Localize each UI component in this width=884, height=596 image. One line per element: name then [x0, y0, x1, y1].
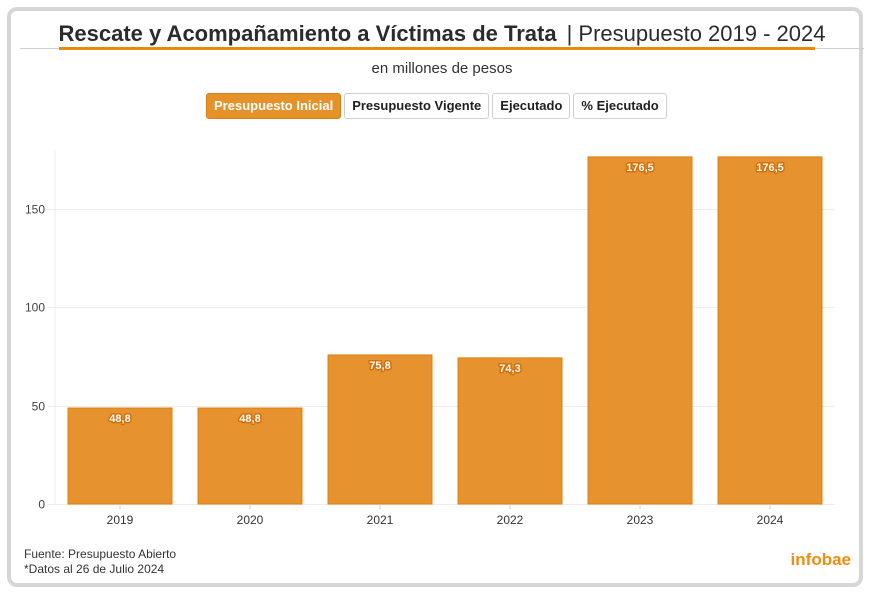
- bar: [197, 407, 303, 505]
- tab-presupuesto-vigente[interactable]: Presupuesto Vigente: [344, 93, 490, 119]
- tab-presupuesto-inicial[interactable]: Presupuesto Inicial: [206, 93, 342, 119]
- y-tick-label: 150: [25, 203, 45, 217]
- x-tick-label: 2020: [237, 513, 264, 527]
- y-tick-label: 100: [25, 301, 45, 315]
- bar: [327, 354, 433, 505]
- x-tick-label: 2022: [497, 513, 524, 527]
- bar: [717, 156, 823, 505]
- tab-ejecutado[interactable]: Ejecutado: [492, 93, 571, 119]
- tab-porcentaje-ejecutado[interactable]: % Ejecutado: [573, 93, 667, 119]
- x-tick-label: 2024: [757, 513, 784, 527]
- metric-tabs: Presupuesto Inicial Presupuesto Vigente …: [206, 93, 667, 119]
- y-tick-label: 0: [38, 498, 45, 512]
- bar-data-label: 75,8: [369, 360, 390, 372]
- bar-chart: 0 50 100 150 48,8 2019 48,8 2020 75,8 2021 74,3 202…: [25, 150, 835, 527]
- x-tick-label: 2019: [107, 513, 134, 527]
- title-main: Rescate y Acompañamiento a Víctimas de T…: [58, 21, 557, 46]
- title-range: | Presupuesto 2019 - 2024: [566, 21, 826, 46]
- bar-data-label: 48,8: [239, 413, 260, 425]
- bar: [457, 357, 563, 505]
- title-underline: [59, 47, 815, 50]
- x-tick-label: 2023: [627, 513, 654, 527]
- date-note: *Datos al 26 de Julio 2024: [24, 562, 165, 576]
- bar: [587, 156, 693, 505]
- chart-subtitle: en millones de pesos: [371, 60, 513, 77]
- x-tick-label: 2021: [367, 513, 394, 527]
- footer-notes: Fuente: Presupuesto Abierto *Datos al 26…: [24, 547, 176, 577]
- chart-title: Rescate y Acompañamiento a Víctimas de T…: [0, 21, 884, 47]
- source-note: Fuente: Presupuesto Abierto: [24, 547, 177, 561]
- bar-data-label: 176,5: [626, 162, 654, 174]
- infobae-logo: infobae: [790, 550, 851, 569]
- bar-data-label: 48,8: [109, 413, 130, 425]
- bar-data-label: 176,5: [756, 162, 784, 174]
- y-tick-label: 50: [32, 400, 46, 414]
- bar-data-label: 74,3: [499, 363, 520, 375]
